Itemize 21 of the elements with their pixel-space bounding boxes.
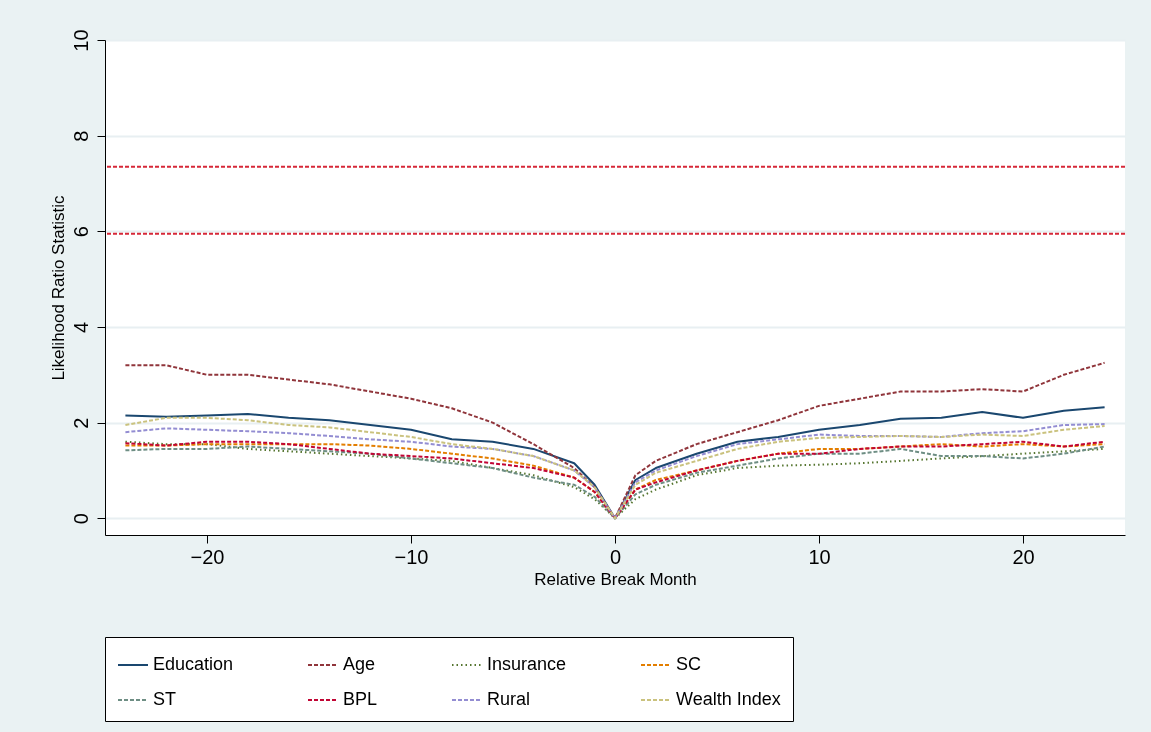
y-tick-label: 10 (69, 29, 92, 52)
x-tick-label: −10 (394, 545, 429, 568)
x-tick-label: 0 (609, 545, 622, 568)
y-tick-label: 0 (69, 513, 92, 525)
legend-label: ST (153, 689, 177, 709)
legend-label: Insurance (487, 654, 567, 674)
y-tick-label: 8 (69, 130, 92, 142)
legend-label: SC (676, 654, 702, 674)
x-tick-label: 20 (1012, 545, 1035, 568)
x-tick-label: 10 (808, 545, 831, 568)
x-axis-title: Relative Break Month (534, 569, 697, 589)
legend-label: BPL (343, 689, 378, 709)
y-tick-label: 2 (69, 417, 92, 429)
x-tick-label: −20 (190, 545, 225, 568)
legend-label: Wealth Index (676, 689, 781, 709)
legend-label: Education (153, 654, 234, 674)
legend-label: Age (343, 654, 376, 674)
y-tick-label: 6 (69, 226, 92, 238)
y-tick-label: 4 (69, 321, 92, 334)
legend-label: Rural (487, 689, 531, 709)
y-axis-title: Likelihood Ratio Statistic (48, 194, 68, 381)
